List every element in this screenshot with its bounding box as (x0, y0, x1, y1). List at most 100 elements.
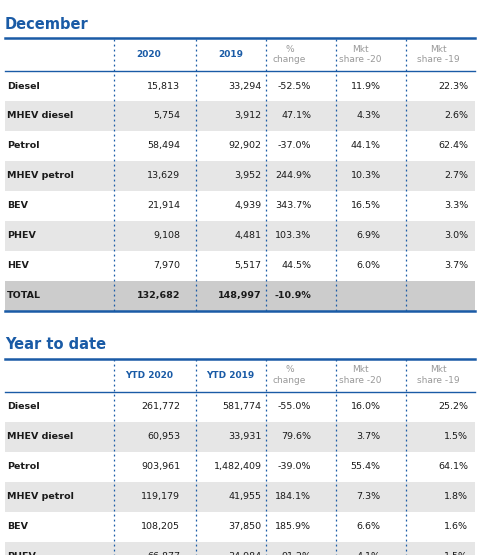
Bar (5, 542, 475, 555)
Text: MHEV diesel: MHEV diesel (7, 112, 73, 120)
Text: Petrol: Petrol (7, 142, 40, 150)
Text: 3.7%: 3.7% (444, 261, 468, 270)
Text: 4.3%: 4.3% (357, 112, 381, 120)
Text: -37.0%: -37.0% (277, 142, 311, 150)
Text: 34,984: 34,984 (228, 552, 262, 555)
Text: 58,494: 58,494 (147, 142, 180, 150)
Text: 66,877: 66,877 (147, 552, 180, 555)
Text: 1.8%: 1.8% (444, 492, 468, 501)
Text: 103.3%: 103.3% (275, 231, 311, 240)
Text: 7,970: 7,970 (153, 261, 180, 270)
Text: 91.2%: 91.2% (281, 552, 311, 555)
Text: 244.9%: 244.9% (275, 171, 311, 180)
Text: 3,912: 3,912 (234, 112, 262, 120)
Text: 6.9%: 6.9% (357, 231, 381, 240)
Text: 25.2%: 25.2% (438, 402, 468, 411)
Text: 79.6%: 79.6% (281, 432, 311, 441)
Text: 1.5%: 1.5% (444, 432, 468, 441)
Text: %
change: % change (273, 366, 306, 385)
Text: Petrol: Petrol (7, 462, 40, 471)
Text: 64.1%: 64.1% (438, 462, 468, 471)
Bar (5, 482, 475, 512)
Text: Diesel: Diesel (7, 82, 40, 90)
Text: -55.0%: -55.0% (277, 402, 311, 411)
Bar (5, 281, 475, 311)
Text: 184.1%: 184.1% (275, 492, 311, 501)
Text: YTD 2019: YTD 2019 (206, 371, 254, 380)
Text: 33,294: 33,294 (228, 82, 262, 90)
Text: HEV: HEV (7, 261, 29, 270)
Text: 44.1%: 44.1% (350, 142, 381, 150)
Text: 22.3%: 22.3% (438, 82, 468, 90)
Text: TOTAL: TOTAL (7, 291, 41, 300)
Text: 148,997: 148,997 (218, 291, 262, 300)
Text: 55.4%: 55.4% (350, 462, 381, 471)
Text: Diesel: Diesel (7, 402, 40, 411)
Text: 1,482,409: 1,482,409 (214, 462, 262, 471)
Text: 5,754: 5,754 (153, 112, 180, 120)
Text: 6.6%: 6.6% (357, 522, 381, 531)
Text: 4.1%: 4.1% (357, 552, 381, 555)
Text: 9,108: 9,108 (153, 231, 180, 240)
Bar (5, 161, 475, 191)
Text: YTD 2020: YTD 2020 (125, 371, 173, 380)
Text: 2020: 2020 (136, 50, 161, 59)
Text: 4,481: 4,481 (235, 231, 262, 240)
Text: 903,961: 903,961 (141, 462, 180, 471)
Text: BEV: BEV (7, 201, 28, 210)
Text: Mkt
share -20: Mkt share -20 (339, 45, 381, 64)
Text: MHEV diesel: MHEV diesel (7, 432, 73, 441)
Text: 119,179: 119,179 (141, 492, 180, 501)
Text: December: December (5, 17, 88, 32)
Text: 3,952: 3,952 (234, 171, 262, 180)
Text: -52.5%: -52.5% (277, 82, 311, 90)
Text: MHEV petrol: MHEV petrol (7, 492, 74, 501)
Text: 3.7%: 3.7% (357, 432, 381, 441)
Text: 261,772: 261,772 (141, 402, 180, 411)
Text: Mkt
share -20: Mkt share -20 (339, 366, 381, 385)
Text: 2.6%: 2.6% (444, 112, 468, 120)
Text: BEV: BEV (7, 522, 28, 531)
Text: 10.3%: 10.3% (350, 171, 381, 180)
Text: 185.9%: 185.9% (275, 522, 311, 531)
Text: 2.7%: 2.7% (444, 171, 468, 180)
Text: 1.6%: 1.6% (444, 522, 468, 531)
Text: 92,902: 92,902 (228, 142, 262, 150)
Text: 4,939: 4,939 (234, 201, 262, 210)
Text: Mkt
share -19: Mkt share -19 (417, 45, 459, 64)
Text: -10.9%: -10.9% (274, 291, 311, 300)
Text: Mkt
share -19: Mkt share -19 (417, 366, 459, 385)
Text: %
change: % change (273, 45, 306, 64)
Text: 44.5%: 44.5% (281, 261, 311, 270)
Text: 21,914: 21,914 (147, 201, 180, 210)
Bar (5, 101, 475, 131)
Text: 13,629: 13,629 (147, 171, 180, 180)
Text: 33,931: 33,931 (228, 432, 262, 441)
Text: MHEV petrol: MHEV petrol (7, 171, 74, 180)
Text: PHEV: PHEV (7, 552, 36, 555)
Text: 581,774: 581,774 (223, 402, 262, 411)
Text: PHEV: PHEV (7, 231, 36, 240)
Text: 16.0%: 16.0% (350, 402, 381, 411)
Text: 62.4%: 62.4% (438, 142, 468, 150)
Text: 47.1%: 47.1% (281, 112, 311, 120)
Text: 3.3%: 3.3% (444, 201, 468, 210)
Text: 11.9%: 11.9% (350, 82, 381, 90)
Text: 7.3%: 7.3% (357, 492, 381, 501)
Text: 343.7%: 343.7% (275, 201, 311, 210)
Text: 41,955: 41,955 (228, 492, 262, 501)
Text: 3.0%: 3.0% (444, 231, 468, 240)
Text: -39.0%: -39.0% (277, 462, 311, 471)
Text: 6.0%: 6.0% (357, 261, 381, 270)
Bar (5, 221, 475, 251)
Text: 132,682: 132,682 (136, 291, 180, 300)
Text: 1.5%: 1.5% (444, 552, 468, 555)
Text: 37,850: 37,850 (228, 522, 262, 531)
Text: 60,953: 60,953 (147, 432, 180, 441)
Text: 2019: 2019 (218, 50, 243, 59)
Text: Year to date: Year to date (5, 337, 106, 352)
Text: 5,517: 5,517 (235, 261, 262, 270)
Text: 15,813: 15,813 (147, 82, 180, 90)
Bar (5, 422, 475, 452)
Text: 16.5%: 16.5% (350, 201, 381, 210)
